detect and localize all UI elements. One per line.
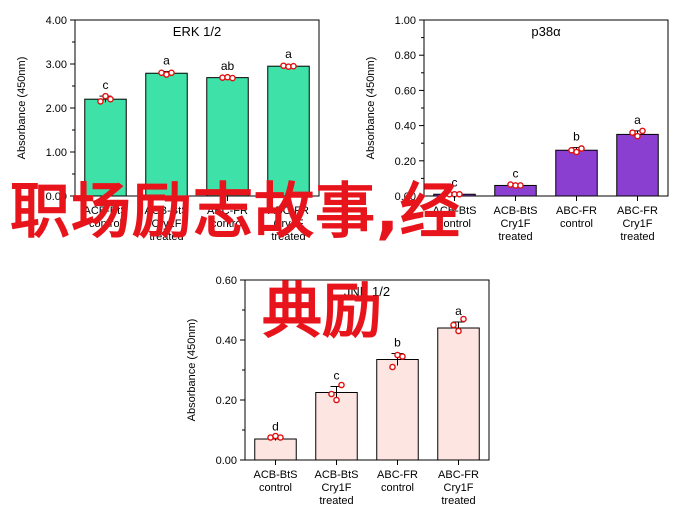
x-tick-label: ACB-BtS [432, 205, 476, 217]
data-point [290, 62, 297, 70]
data-point [460, 315, 467, 323]
bar [254, 438, 297, 461]
chart-title: JNK 1/2 [344, 284, 390, 299]
x-tick-label: ACB-BtS [314, 469, 358, 481]
y-tick-label: 1.00 [395, 15, 416, 27]
y-tick-label: 3.00 [46, 59, 67, 71]
x-tick-label: control [89, 218, 122, 230]
x-tick-label: control [259, 482, 292, 494]
chart-title: ERK 1/2 [173, 24, 221, 39]
data-point [102, 92, 109, 100]
y-tick-label: 0.80 [395, 50, 416, 62]
data-point [277, 434, 284, 441]
data-point [455, 327, 462, 335]
significance-letter: a [163, 53, 170, 67]
x-tick-label: treated [498, 231, 532, 243]
y-axis-label: Absorbance (450nm) [186, 319, 198, 422]
y-tick-label: 1.00 [46, 147, 67, 159]
data-point [229, 74, 236, 82]
x-tick-label: Cry1F [623, 218, 653, 230]
y-tick-label: 0.00 [216, 455, 237, 467]
y-tick-label: 0.20 [395, 156, 416, 168]
data-point [517, 182, 524, 189]
x-tick-label: ACB-BtS [144, 205, 188, 217]
data-point [328, 390, 335, 398]
x-tick-label: treated [620, 231, 654, 243]
chart-panel-1: ERK 1/2 0.00 1.00 2.00 3.00 4.00 Absorbance (4… [16, 15, 320, 243]
y-tick-label: 0.40 [395, 121, 416, 133]
overlay-caption-line-2: 典励 [262, 277, 382, 347]
x-tick-label: ABC-FR [438, 469, 479, 481]
bar [267, 65, 310, 197]
x-tick-label: ACB-BtS [83, 205, 127, 217]
x-tick-label: control [211, 218, 244, 230]
x-tick-label: Cry1F [152, 218, 182, 230]
y-tick-label: 0.00 [395, 191, 416, 203]
x-tick-label: ABC-FR [556, 205, 597, 217]
y-tick-label: 4.00 [46, 15, 67, 27]
chart-panel-3: JNK 1/2 0.00 0.20 0.40 0.60 Absorbance (450nm… [186, 275, 490, 507]
data-point [168, 69, 175, 77]
y-tick-label: 0.40 [216, 335, 237, 347]
data-point [629, 129, 636, 136]
x-tick-label: Cry1F [322, 482, 352, 494]
x-tick-label: treated [441, 495, 475, 507]
x-tick-label: Cry1F [274, 218, 304, 230]
data-point [639, 127, 646, 135]
x-tick-label: treated [319, 495, 353, 507]
chart-panel-2: p38α 0.00 0.20 0.40 0.60 0.80 1.00 Absorbance (… [365, 15, 669, 243]
x-tick-label: control [438, 218, 471, 230]
data-point [107, 95, 114, 103]
y-tick-label: 2.00 [46, 103, 67, 115]
bar [376, 359, 419, 461]
significance-letter: c [103, 78, 109, 92]
y-tick-label: 0.60 [395, 85, 416, 97]
significance-letter: a [634, 113, 641, 127]
y-axis-label: Absorbance (450nm) [16, 57, 28, 160]
x-tick-label: ACB-BtS [253, 469, 297, 481]
data-point [333, 396, 340, 404]
overlay-caption-line-1: 职场励志故事,经 [10, 177, 461, 247]
x-tick-label: treated [149, 231, 183, 243]
data-point [338, 381, 345, 389]
x-tick-label: Cry1F [444, 482, 474, 494]
data-point [450, 321, 457, 329]
x-tick-label: ABC-FR [617, 205, 658, 217]
y-axis-label: Absorbance (450nm) [365, 57, 377, 160]
significance-letter: a [455, 304, 462, 318]
significance-letter: c [513, 167, 519, 181]
x-tick-label: control [381, 482, 414, 494]
bar [616, 133, 659, 197]
data-point [456, 190, 463, 198]
significance-letter: b [573, 130, 580, 144]
data-point [573, 148, 580, 156]
bar [206, 77, 249, 197]
y-tick-label: 0.20 [216, 395, 237, 407]
x-tick-label: ABC-FR [207, 205, 248, 217]
bar [437, 327, 480, 461]
x-tick-label: ABC-FR [268, 205, 309, 217]
x-tick-label: control [560, 218, 593, 230]
y-tick-label: 0.60 [216, 275, 237, 287]
chart-title: p38α [531, 24, 561, 39]
bar [555, 149, 598, 197]
significance-letter: d [272, 420, 279, 434]
significance-letter: b [394, 336, 401, 350]
data-point [389, 363, 396, 371]
data-point [634, 132, 641, 140]
x-tick-label: treated [271, 231, 305, 243]
significance-letter: a [285, 47, 292, 61]
data-point [399, 353, 406, 360]
y-tick-label: 0.00 [46, 191, 67, 203]
significance-letter: c [334, 369, 340, 383]
data-point [578, 145, 585, 152]
x-tick-label: ABC-FR [377, 469, 418, 481]
x-tick-label: Cry1F [501, 218, 531, 230]
data-point [97, 98, 104, 105]
x-tick-label: ACB-BtS [493, 205, 537, 217]
significance-letter: c [452, 175, 458, 189]
significance-letter: ab [221, 59, 235, 73]
